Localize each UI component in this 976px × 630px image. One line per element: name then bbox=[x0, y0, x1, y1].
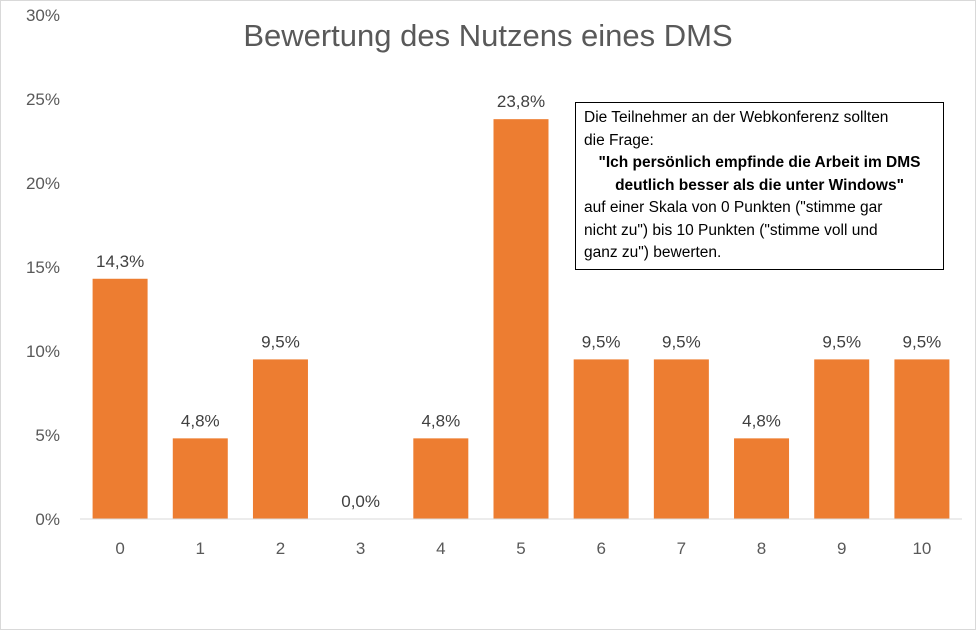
x-tick-label: 5 bbox=[516, 539, 525, 558]
x-tick-label: 6 bbox=[596, 539, 605, 558]
data-label: 4,8% bbox=[181, 411, 220, 430]
bar bbox=[734, 438, 790, 519]
data-label: 9,5% bbox=[582, 332, 621, 351]
bar bbox=[653, 359, 709, 519]
chart-title: Bewertung des Nutzens eines DMS bbox=[243, 18, 732, 53]
data-labels: 14,3% 4,8% 9,5% 0,0% 4,8% 23,8% 9,5% 9,5% 4,8% 9,… bbox=[96, 92, 941, 511]
bar bbox=[814, 359, 870, 519]
data-label: 4,8% bbox=[421, 411, 460, 430]
data-label: 9,5% bbox=[903, 332, 942, 351]
x-axis: 0 1 2 3 4 5 6 7 8 9 10 bbox=[80, 518, 962, 558]
annotation-question-2: deutlich besser als die unter Windows" bbox=[615, 176, 904, 194]
y-tick-label: 15% bbox=[26, 258, 60, 277]
annotation-question-1: "Ich persönlich empfinde die Arbeit im D… bbox=[598, 154, 921, 171]
x-tick-label: 8 bbox=[757, 539, 766, 558]
annotation-line-3: auf einer Skala von 0 Punkten ("stimme g… bbox=[584, 199, 883, 216]
bars bbox=[92, 119, 950, 519]
bar bbox=[172, 438, 228, 519]
annotation-box: Die Teilnehmer an der Webkonferenz sollt… bbox=[575, 102, 944, 270]
y-tick-label: 5% bbox=[35, 426, 60, 445]
bar bbox=[252, 359, 308, 519]
bar bbox=[894, 359, 950, 519]
x-tick-label: 4 bbox=[436, 539, 445, 558]
x-tick-label: 9 bbox=[837, 539, 846, 558]
data-label: 9,5% bbox=[662, 332, 701, 351]
data-label: 9,5% bbox=[822, 332, 861, 351]
annotation-line-1: Die Teilnehmer an der Webkonferenz sollt… bbox=[584, 109, 889, 126]
data-label: 14,3% bbox=[96, 252, 144, 271]
data-label: 23,8% bbox=[497, 92, 545, 111]
bar bbox=[413, 438, 469, 519]
data-label: 9,5% bbox=[261, 332, 300, 351]
y-tick-label: 20% bbox=[26, 174, 60, 193]
y-tick-label: 25% bbox=[26, 90, 60, 109]
bar bbox=[573, 359, 629, 519]
annotation-line-4: nicht zu") bis 10 Punkten ("stimme voll … bbox=[584, 221, 878, 239]
x-tick-label: 2 bbox=[276, 539, 285, 558]
y-tick-label: 10% bbox=[26, 342, 60, 361]
bar bbox=[493, 119, 549, 519]
x-tick-label: 7 bbox=[677, 539, 686, 558]
data-label: 4,8% bbox=[742, 411, 781, 430]
y-tick-label: 0% bbox=[35, 510, 60, 529]
annotation-line-2: die Frage: bbox=[584, 131, 654, 149]
x-tick-label: 3 bbox=[356, 539, 365, 558]
y-tick-label: 30% bbox=[26, 6, 60, 25]
bar bbox=[92, 278, 148, 519]
x-tick-label: 10 bbox=[912, 539, 931, 558]
annotation-line-5: ganz zu") bewerten. bbox=[584, 244, 722, 261]
data-label: 0,0% bbox=[341, 492, 380, 511]
x-tick-label: 1 bbox=[196, 539, 205, 558]
x-tick-label: 0 bbox=[115, 539, 124, 558]
y-axis: 0% 5% 10% 15% 20% 25% 30% bbox=[26, 6, 60, 529]
